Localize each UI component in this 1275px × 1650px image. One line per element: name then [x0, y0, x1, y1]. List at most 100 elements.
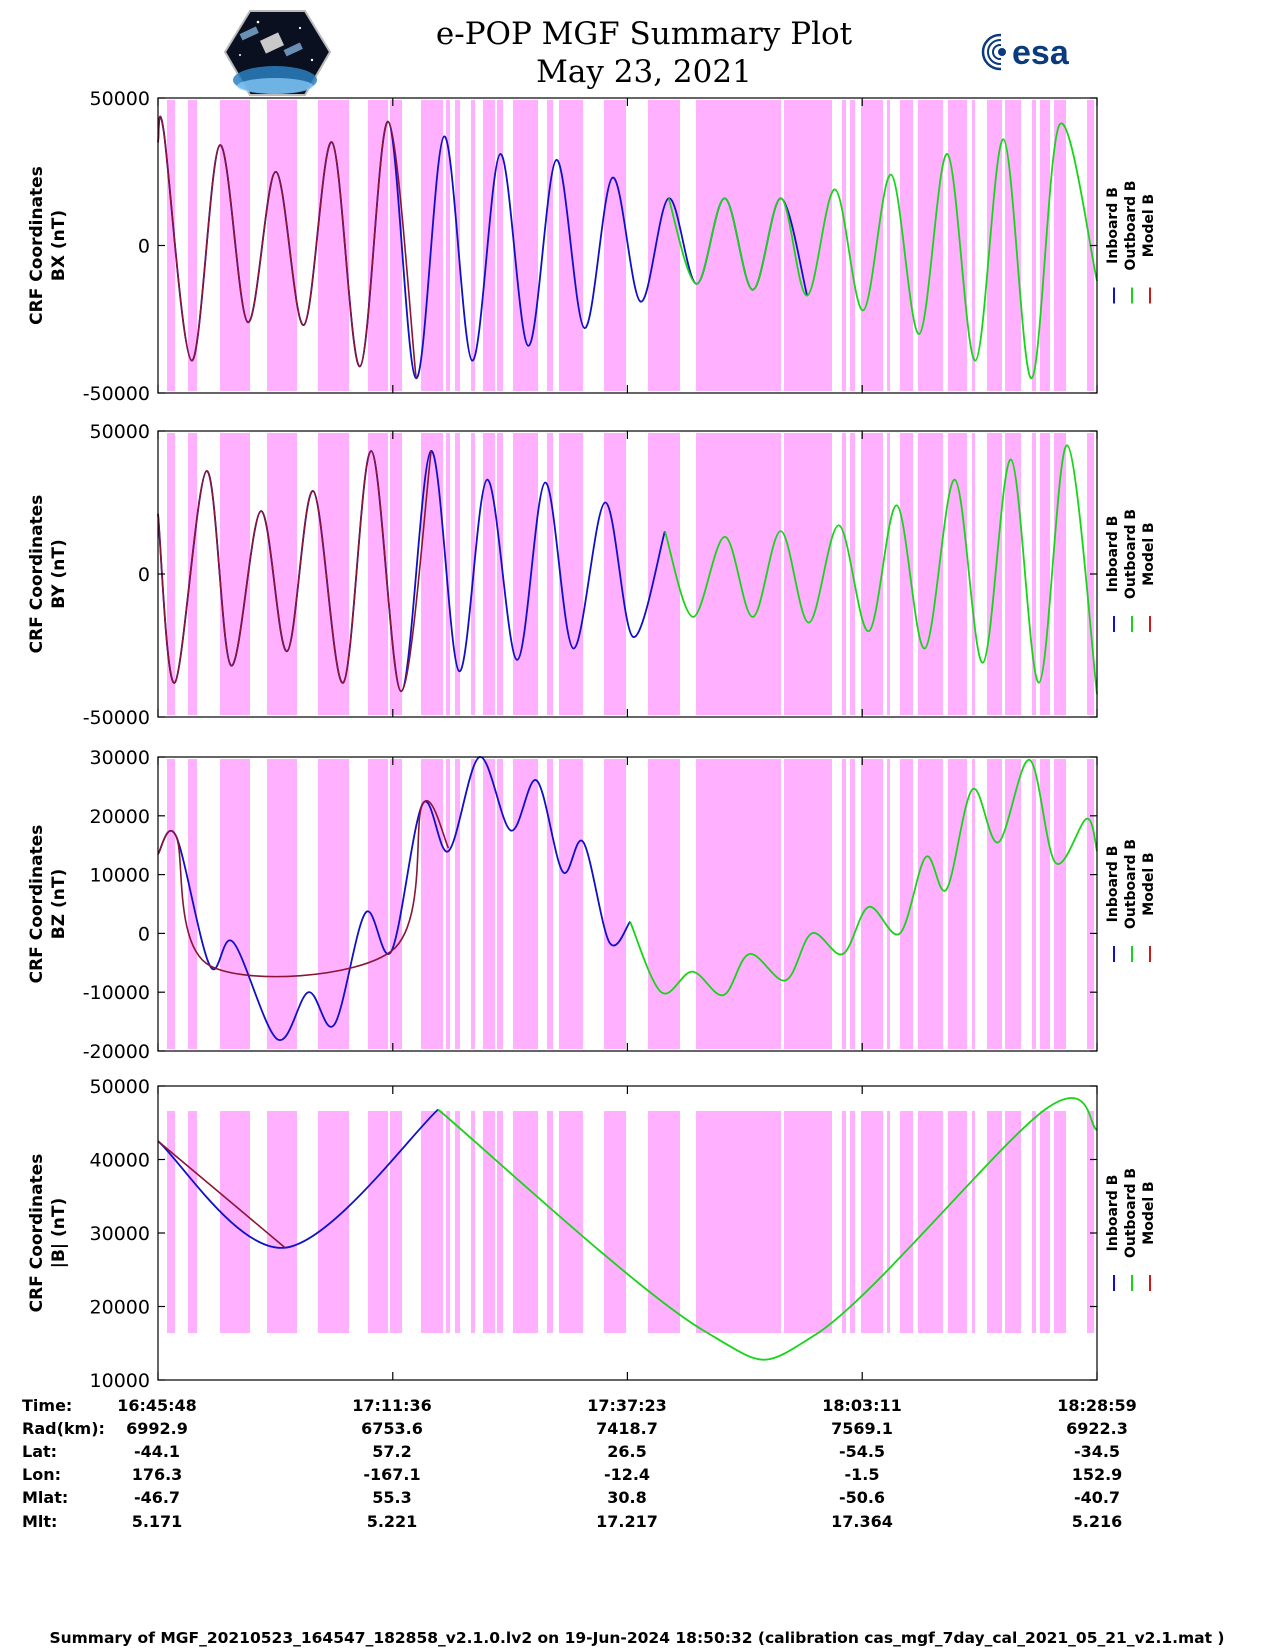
table-cell: 17:11:36 [352, 1396, 432, 1415]
shade-band [547, 433, 553, 715]
legend-entry: Model B [1141, 852, 1157, 915]
y-axis-label: CRF Coordinates BX (nT) [27, 166, 69, 325]
shade-band [887, 433, 890, 715]
y-axis-label-line: CRF Coordinates [27, 495, 47, 654]
y-axis-label-line: CRF Coordinates [27, 1154, 47, 1313]
y-axis-label-line: BY (nT) [49, 539, 69, 609]
shade-band [972, 1111, 975, 1333]
plot-date: May 23, 2021 [536, 54, 752, 90]
table-row-label: Mlat: [22, 1488, 68, 1507]
table-cell: 6992.9 [126, 1419, 188, 1438]
shade-band [446, 1111, 450, 1333]
shade-band [1054, 759, 1066, 1049]
shade-band [188, 433, 197, 715]
shade-band [497, 100, 503, 391]
table-cell: -12.4 [604, 1465, 650, 1484]
shade-band [842, 759, 846, 1049]
table-cell: -1.5 [845, 1465, 880, 1484]
shade-band [188, 1111, 197, 1333]
y-tick-label: 0 [138, 923, 150, 945]
table-cell: 18:28:59 [1057, 1396, 1137, 1415]
shade-band [1005, 759, 1021, 1049]
shade-band [446, 100, 450, 391]
table-cell: -46.7 [134, 1488, 180, 1507]
y-tick-label: 50000 [90, 1076, 150, 1098]
shade-band [267, 433, 297, 715]
shade-band [390, 100, 402, 391]
table-cell: 17.364 [831, 1512, 893, 1531]
y-tick-label: 10000 [90, 1370, 150, 1392]
shade-band [1087, 759, 1094, 1049]
model-b-line [157, 115, 417, 379]
shade-band [784, 100, 832, 391]
shade-band [483, 759, 495, 1049]
shade-band [1032, 1111, 1036, 1333]
shade-band [842, 1111, 846, 1333]
table-cell: 5.221 [367, 1512, 418, 1531]
shade-band [861, 433, 883, 715]
shade-band [887, 1111, 890, 1333]
shade-band [390, 759, 402, 1049]
shade-band [842, 100, 846, 391]
shade-band [455, 433, 460, 715]
table-cell: 57.2 [372, 1442, 411, 1461]
y-axis-label: CRF Coordinates BY (nT) [27, 495, 69, 654]
shade-band [167, 433, 175, 715]
y-tick-label: 30000 [90, 747, 150, 769]
y-tick-label: 50000 [90, 88, 150, 110]
table-row-label: Lon: [22, 1465, 61, 1484]
y-tick-label: -20000 [83, 1041, 150, 1063]
y-tick-label: 20000 [90, 1297, 150, 1319]
shade-band [861, 759, 883, 1049]
shade-band [948, 100, 967, 391]
shade-band [471, 1111, 475, 1333]
shade-band [368, 100, 388, 391]
shade-band [1005, 1111, 1021, 1333]
shade-band [188, 100, 197, 391]
shade-band [648, 100, 680, 391]
shade-band [368, 1111, 388, 1333]
shade-band [1054, 1111, 1066, 1333]
table-row-label: Rad(km): [22, 1419, 105, 1438]
shade-band [987, 759, 1002, 1049]
shade-band [167, 100, 175, 391]
legend-entry: Inboard B [1105, 1175, 1121, 1252]
shade-band [220, 433, 250, 715]
table-cell: 7418.7 [596, 1419, 658, 1438]
shade-band [900, 1111, 913, 1333]
shade-band [948, 433, 967, 715]
outboard-b-line [629, 758, 1098, 997]
orbit-info-table: Time: Rad(km): Lat: Lon: Mlat: Mlt: 16:45:48 69… [22, 1396, 1137, 1531]
y-tick-label: 0 [138, 236, 150, 258]
shade-band [471, 759, 475, 1049]
shade-band [887, 100, 890, 391]
shade-band [421, 433, 443, 715]
y-tick-label: 50000 [90, 421, 150, 443]
shade-band [648, 1111, 680, 1333]
shade-band [1032, 759, 1036, 1049]
outboard-b-line [664, 444, 1098, 695]
legend-entry: Inboard B [1105, 846, 1121, 923]
table-cell: 17.217 [596, 1512, 658, 1531]
shade-band [368, 759, 388, 1049]
y-tick-label: 20000 [90, 806, 150, 828]
shade-band [471, 100, 475, 391]
cassiope-mission-logo [223, 10, 332, 96]
table-cell: -34.5 [1074, 1442, 1120, 1461]
table-cell: -50.6 [839, 1488, 885, 1507]
table-cell: 6922.3 [1066, 1419, 1128, 1438]
shade-band [455, 1111, 460, 1333]
shade-band [1032, 433, 1036, 715]
shade-band [318, 433, 349, 715]
shade-band [220, 1111, 250, 1333]
shade-band [421, 1111, 443, 1333]
shade-band [604, 100, 626, 391]
table-cell: 176.3 [132, 1465, 183, 1484]
shade-band [972, 433, 975, 715]
table-cell: -167.1 [363, 1465, 420, 1484]
footer-note: Summary of MGF_20210523_164547_182858_v2… [49, 1629, 1224, 1647]
table-cell: 6753.6 [361, 1419, 423, 1438]
y-axis-label-line: |B| (nT) [49, 1198, 69, 1269]
table-cell: -54.5 [839, 1442, 885, 1461]
